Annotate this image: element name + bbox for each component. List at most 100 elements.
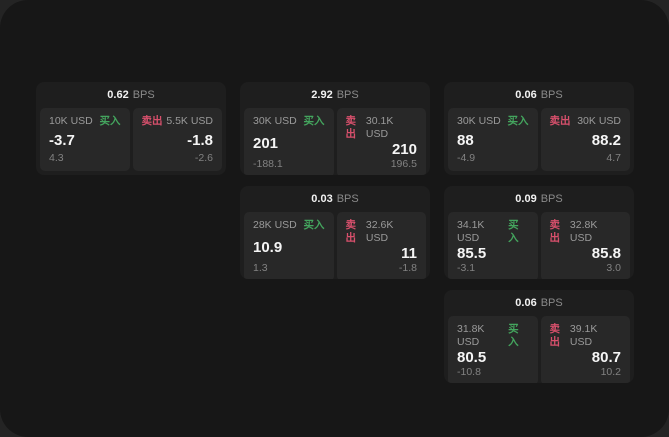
bps-spread-header: 0.03 BPS: [240, 186, 430, 212]
buy-tile-top-row: 30K USD 买入: [253, 115, 325, 128]
buy-price: 85.5: [457, 245, 487, 262]
sell-amount: 39.1K USD: [569, 323, 598, 348]
sell-price: 80.7: [591, 349, 621, 366]
buy-tile[interactable]: 34.1K USD 买入 85.5 -3.1: [448, 212, 538, 279]
sell-sub-value: 196.5: [390, 158, 417, 170]
quote-card-body: 31.8K USD 买入 80.5 -10.8 卖出 39.1K USD 80.…: [444, 316, 634, 383]
sell-side-label: 卖出: [549, 219, 561, 244]
buy-tile[interactable]: 28K USD 买入 10.9 1.3: [244, 212, 334, 279]
buy-amount: 30K USD: [253, 115, 297, 127]
bps-value: 0.03: [311, 193, 333, 205]
buy-amount: 28K USD: [253, 219, 297, 231]
bps-value: 2.92: [311, 89, 333, 101]
buy-tile-top-row: 28K USD 买入: [253, 219, 325, 232]
sell-amount: 32.6K USD: [365, 219, 394, 244]
bps-spread-header: 0.06 BPS: [444, 290, 634, 316]
quote-card-body: 34.1K USD 买入 85.5 -3.1 卖出 32.8K USD 85.8…: [444, 212, 634, 279]
bps-unit-label: BPS: [132, 89, 155, 101]
sell-side-label: 卖出: [549, 323, 561, 348]
sell-tile[interactable]: 卖出 5.5K USD -1.8 -2.6: [132, 108, 222, 171]
bps-value: 0.09: [515, 193, 537, 205]
bps-unit-label: BPS: [540, 89, 563, 101]
buy-amount: 34.1K USD: [457, 219, 485, 244]
sell-sub-value: -1.8: [398, 262, 417, 274]
buy-price: -3.7: [49, 131, 75, 149]
sell-tile[interactable]: 卖出 32.8K USD 85.8 3.0: [540, 212, 630, 279]
buy-tile[interactable]: 30K USD 买入 201 -188.1: [244, 108, 334, 175]
sell-amount: 5.5K USD: [166, 115, 213, 127]
bps-value: 0.62: [107, 89, 129, 101]
sell-price: 88.2: [591, 131, 621, 149]
buy-sub-value: -188.1: [253, 158, 283, 170]
quote-card-body: 30K USD 买入 88 -4.9 卖出 30K USD 88.2 4.7: [444, 108, 634, 175]
bps-spread-header: 0.06 BPS: [444, 82, 634, 108]
sell-tile[interactable]: 卖出 30.1K USD 210 196.5: [336, 108, 426, 175]
sell-side-label: 卖出: [345, 115, 357, 140]
buy-side-label: 买入: [508, 219, 519, 244]
bps-value: 0.06: [515, 297, 537, 309]
bps-unit-label: BPS: [540, 297, 563, 309]
sell-price: 210: [391, 141, 417, 158]
sell-tile[interactable]: 卖出 32.6K USD 11 -1.8: [336, 212, 426, 279]
quote-card-body: 10K USD 买入 -3.7 4.3 卖出 5.5K USD -1.8 -2.…: [36, 108, 226, 175]
bps-value: 0.06: [515, 89, 537, 101]
sell-tile-top-row: 卖出 5.5K USD: [142, 115, 214, 128]
sell-price: 11: [401, 245, 417, 262]
sell-sub-value: 3.0: [606, 262, 621, 274]
sell-tile-top-row: 卖出 30.1K USD: [346, 115, 418, 141]
sell-tile-top-row: 卖出 32.8K USD: [550, 219, 622, 245]
bps-unit-label: BPS: [336, 193, 359, 205]
sell-sub-value: -2.6: [194, 152, 213, 164]
buy-price: 88: [457, 131, 474, 149]
buy-tile[interactable]: 31.8K USD 买入 80.5 -10.8: [448, 316, 538, 383]
buy-tile[interactable]: 30K USD 买入 88 -4.9: [448, 108, 538, 171]
sell-side-label: 卖出: [141, 115, 163, 127]
buy-price: 201: [253, 134, 279, 152]
sell-amount: 30.1K USD: [365, 115, 394, 140]
buy-amount: 31.8K USD: [457, 323, 485, 348]
bps-unit-label: BPS: [540, 193, 563, 205]
buy-side-label: 买入: [99, 115, 121, 127]
sell-sub-value: 10.2: [600, 366, 621, 378]
buy-tile-top-row: 10K USD 买入: [49, 115, 121, 128]
bps-unit-label: BPS: [336, 89, 359, 101]
sell-side-label: 卖出: [345, 219, 357, 244]
buy-sub-value: -4.9: [457, 152, 476, 164]
quote-card: 0.09 BPS 34.1K USD 买入 85.5 -3.1 卖出 32.8K…: [444, 186, 634, 279]
quote-card-body: 28K USD 买入 10.9 1.3 卖出 32.6K USD 11 -1.8: [240, 212, 430, 279]
sell-price: 85.8: [591, 245, 621, 262]
bps-spread-header: 2.92 BPS: [240, 82, 430, 108]
bps-spread-header: 0.09 BPS: [444, 186, 634, 212]
sell-tile-top-row: 卖出 39.1K USD: [550, 323, 622, 349]
buy-sub-value: 4.3: [49, 152, 64, 164]
buy-price: 80.5: [457, 349, 487, 366]
buy-sub-value: -10.8: [457, 366, 481, 378]
buy-tile-top-row: 30K USD 买入: [457, 115, 529, 128]
buy-side-label: 买入: [303, 115, 325, 127]
buy-sub-value: -3.1: [457, 262, 476, 274]
quote-card: 2.92 BPS 30K USD 买入 201 -188.1 卖出 30.1K …: [240, 82, 430, 175]
sell-amount: 32.8K USD: [569, 219, 598, 244]
buy-side-label: 买入: [507, 115, 529, 127]
buy-tile-top-row: 34.1K USD 买入: [457, 219, 529, 245]
buy-sub-value: 1.3: [253, 262, 268, 274]
sell-tile-top-row: 卖出 30K USD: [550, 115, 622, 128]
buy-tile-top-row: 31.8K USD 买入: [457, 323, 529, 349]
sell-sub-value: 4.7: [606, 152, 621, 164]
quote-card: 0.06 BPS 31.8K USD 买入 80.5 -10.8 卖出 39.1…: [444, 290, 634, 383]
sell-tile[interactable]: 卖出 30K USD 88.2 4.7: [540, 108, 630, 171]
buy-tile[interactable]: 10K USD 买入 -3.7 4.3: [40, 108, 130, 171]
sell-tile-top-row: 卖出 32.6K USD: [346, 219, 418, 245]
buy-amount: 30K USD: [457, 115, 501, 127]
sell-tile[interactable]: 卖出 39.1K USD 80.7 10.2: [540, 316, 630, 383]
quote-card: 0.06 BPS 30K USD 买入 88 -4.9 卖出 30K USD: [444, 82, 634, 175]
quote-card: 0.62 BPS 10K USD 买入 -3.7 4.3 卖出 5.5K USD: [36, 82, 226, 175]
buy-price: 10.9: [253, 238, 283, 256]
sell-amount: 30K USD: [577, 115, 621, 127]
buy-side-label: 买入: [303, 219, 325, 231]
quote-card-body: 30K USD 买入 201 -188.1 卖出 30.1K USD 210 1…: [240, 108, 430, 175]
quote-card: 0.03 BPS 28K USD 买入 10.9 1.3 卖出 32.6K US…: [240, 186, 430, 279]
quote-card-grid: 0.62 BPS 10K USD 买入 -3.7 4.3 卖出 5.5K USD: [36, 82, 634, 383]
bps-spread-header: 0.62 BPS: [36, 82, 226, 108]
